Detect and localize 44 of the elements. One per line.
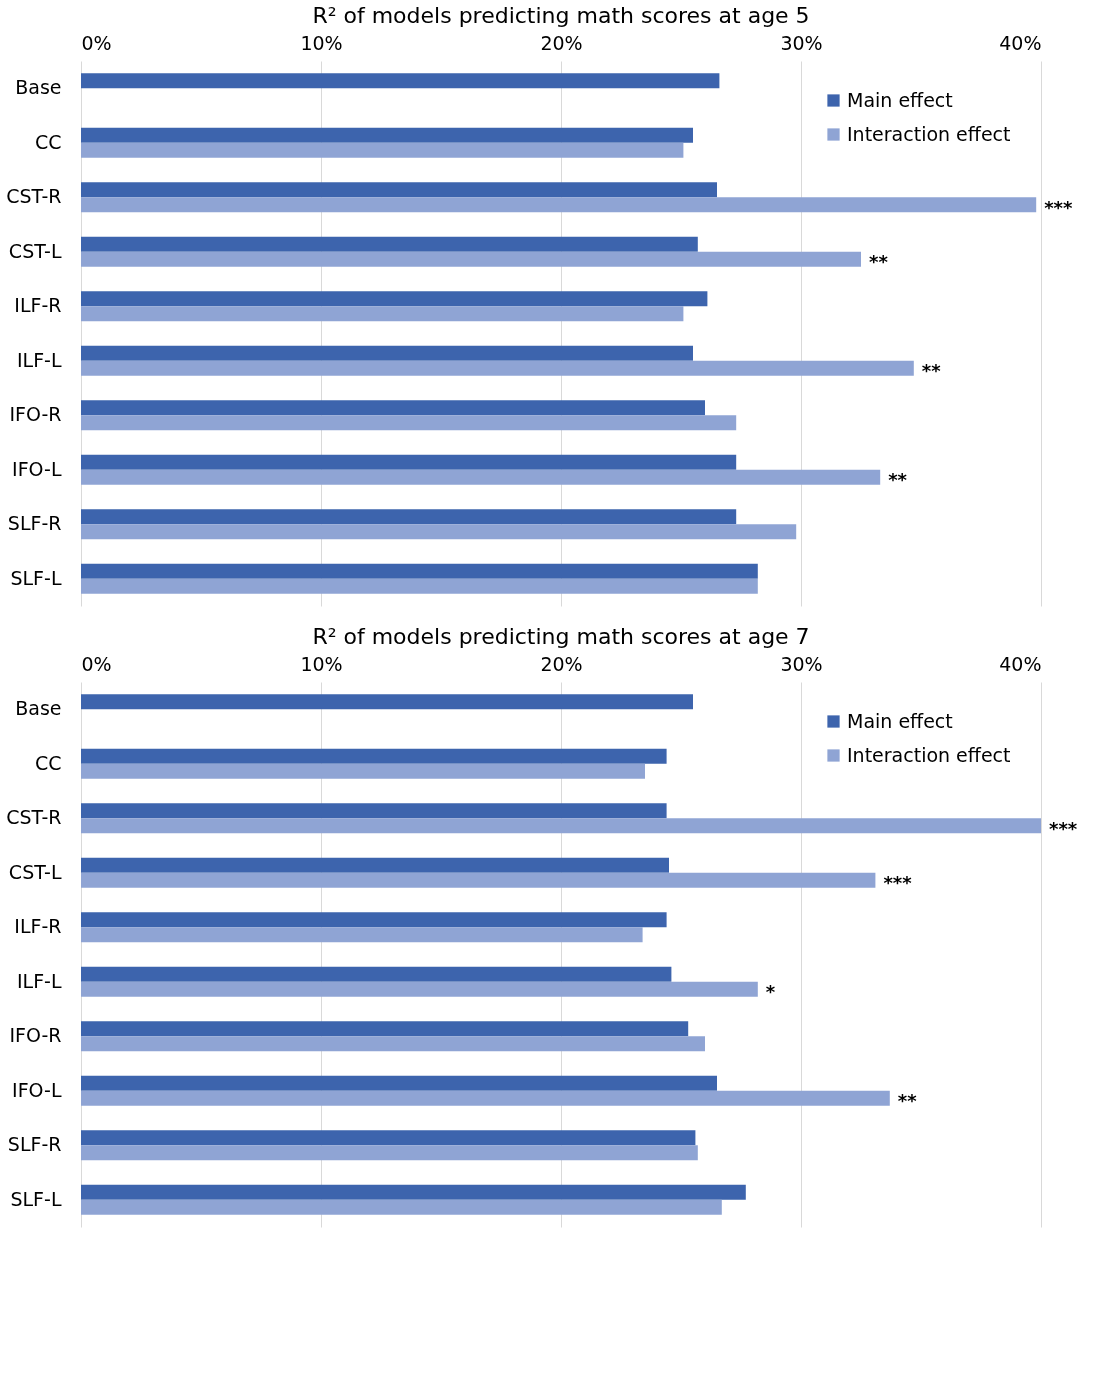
y-tick-label: CST-R xyxy=(6,806,62,829)
y-tick-label: CST-L xyxy=(8,860,62,883)
x-tick-label: 40% xyxy=(999,652,1042,675)
annotation: * xyxy=(765,981,776,1003)
y-tick-label: CC xyxy=(34,130,62,153)
annotation: ** xyxy=(897,1090,918,1112)
y-tick-label: IFO-L xyxy=(12,1078,62,1101)
x-tick-label: 0% xyxy=(81,31,112,54)
x-tick-label: 20% xyxy=(540,31,583,54)
y-tick-label: SLF-L xyxy=(10,566,62,589)
x-tick-label: 20% xyxy=(540,652,583,675)
y-tick-label: SLF-R xyxy=(7,512,62,535)
y-tick-label: ILF-L xyxy=(16,969,62,992)
y-tick-label: IFO-L xyxy=(12,457,62,480)
annotation: ** xyxy=(921,360,942,382)
annotation: *** xyxy=(1049,817,1078,839)
x-tick-label: 0% xyxy=(81,652,112,675)
x-tick-label: 10% xyxy=(300,652,343,675)
legend-label: Main effect xyxy=(847,709,953,732)
y-tick-label: ILF-R xyxy=(14,915,62,938)
y-tick-label: CST-L xyxy=(8,239,62,262)
y-tick-label: CST-R xyxy=(6,185,62,208)
y-tick-label: ILF-L xyxy=(16,348,62,371)
chart-title: R² of models predicting math scores at age 5 xyxy=(312,3,810,28)
chart-title: R² of models predicting math scores at age 7 xyxy=(312,624,810,649)
x-tick-label: 10% xyxy=(300,31,343,54)
y-tick-label: Base xyxy=(15,76,62,99)
y-tick-label: IFO-R xyxy=(9,403,62,426)
x-tick-label: 30% xyxy=(780,31,823,54)
y-tick-label: SLF-L xyxy=(10,1187,62,1210)
x-tick-label: 40% xyxy=(999,31,1042,54)
legend-label: Interaction effect xyxy=(847,122,1011,145)
annotation: *** xyxy=(1044,196,1074,218)
y-tick-label: IFO-R xyxy=(9,1024,62,1047)
annotation: ** xyxy=(869,251,889,273)
y-tick-label: Base xyxy=(15,697,62,720)
legend-label: Main effect xyxy=(847,88,953,111)
y-tick-label: ILF-R xyxy=(14,294,62,317)
x-tick-label: 30% xyxy=(780,652,823,675)
legend-label: Interaction effect xyxy=(847,743,1011,766)
annotation: ** xyxy=(888,469,908,491)
y-tick-label: SLF-R xyxy=(7,1133,62,1156)
y-tick-label: CC xyxy=(34,751,62,774)
annotation: *** xyxy=(883,872,913,894)
